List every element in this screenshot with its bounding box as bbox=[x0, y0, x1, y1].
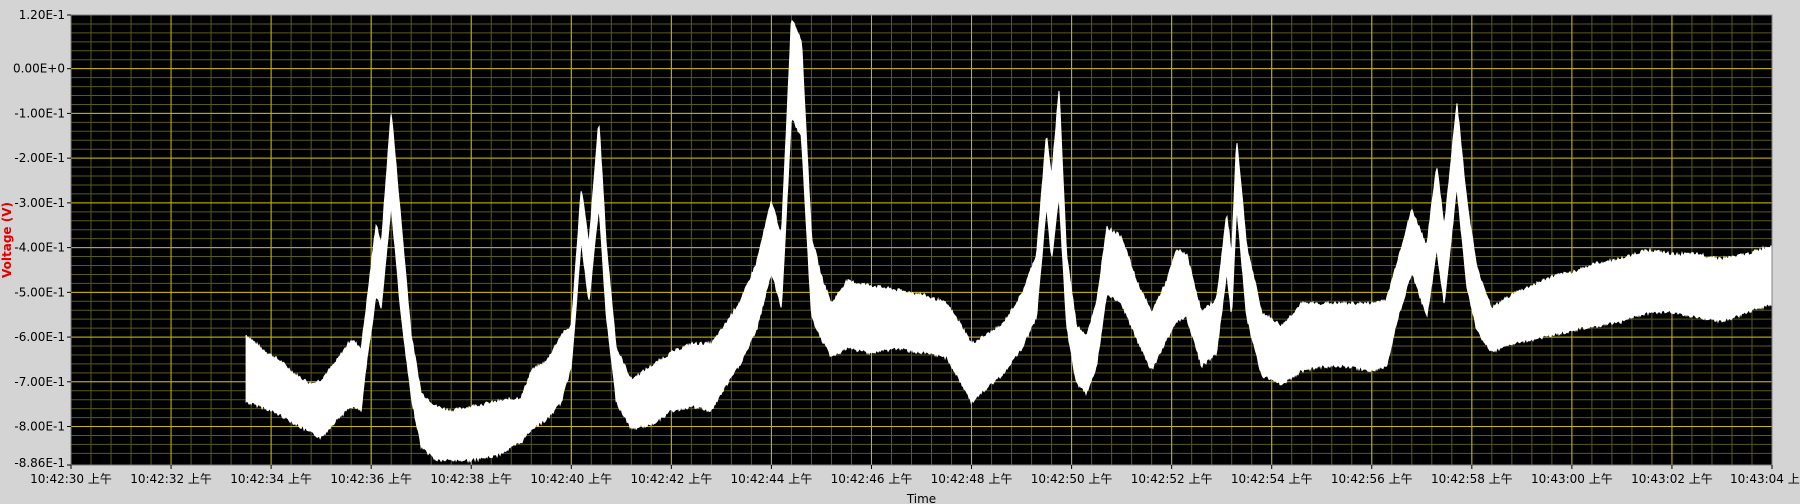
x-tick-label: 10:42:46 上午 bbox=[831, 472, 913, 486]
x-tick-label: 10:42:54 上午 bbox=[1231, 472, 1313, 486]
x-tick-label: 10:42:38 上午 bbox=[430, 472, 512, 486]
y-tick-label: 0.00E+0 bbox=[13, 62, 65, 76]
y-tick-label: -4.00E-1 bbox=[14, 241, 65, 255]
x-axis-label: Time bbox=[906, 492, 936, 504]
x-tick-label: 10:43:02 上午 bbox=[1631, 472, 1713, 486]
x-tick-label: 10:42:56 上午 bbox=[1331, 472, 1413, 486]
y-tick-label: -7.00E-1 bbox=[14, 375, 65, 389]
voltage-trace bbox=[70, 14, 1773, 466]
x-tick-label: 10:42:50 上午 bbox=[1031, 472, 1113, 486]
x-tick-label: 10:42:42 上午 bbox=[630, 472, 712, 486]
y-tick-label: -3.00E-1 bbox=[14, 196, 65, 210]
y-axis: 1.20E-1 0.00E+0 -1.00E-1 -2.00E-1 -3.00E-1 -4… bbox=[13, 8, 71, 470]
x-tick-label: 10:42:48 上午 bbox=[931, 472, 1013, 486]
x-tick-label: 10:42:52 上午 bbox=[1131, 472, 1213, 486]
y-tick-label: -8.86E-1 bbox=[14, 456, 65, 470]
y-tick-label: -5.00E-1 bbox=[14, 285, 65, 299]
x-axis: 10:42:30 上午 10:42:32 上午 10:42:34 上午 10:42:3… bbox=[30, 465, 1800, 486]
x-tick-label: 10:42:32 上午 bbox=[130, 472, 212, 486]
y-tick-label: -2.00E-1 bbox=[14, 151, 65, 165]
x-tick-label: 10:42:36 上午 bbox=[330, 472, 412, 486]
x-tick-label: 10:43:04 上 bbox=[1730, 472, 1800, 486]
plot-border bbox=[70, 14, 1773, 466]
y-tick-label: 1.20E-1 bbox=[19, 8, 65, 22]
x-tick-label: 10:42:44 上午 bbox=[731, 472, 813, 486]
x-tick-label: 10:43:00 上午 bbox=[1531, 472, 1613, 486]
x-tick-label: 10:42:40 上午 bbox=[530, 472, 612, 486]
x-tick-label: 10:42:58 上午 bbox=[1431, 472, 1513, 486]
y-tick-label: -6.00E-1 bbox=[14, 330, 65, 344]
x-tick-label: 10:42:34 上午 bbox=[230, 472, 312, 486]
y-tick-label: -8.00E-1 bbox=[14, 420, 65, 434]
y-axis-label: Voltage (V) bbox=[0, 202, 14, 278]
y-tick-label: -1.00E-1 bbox=[14, 106, 65, 120]
x-tick-label: 10:42:30 上午 bbox=[30, 472, 112, 486]
